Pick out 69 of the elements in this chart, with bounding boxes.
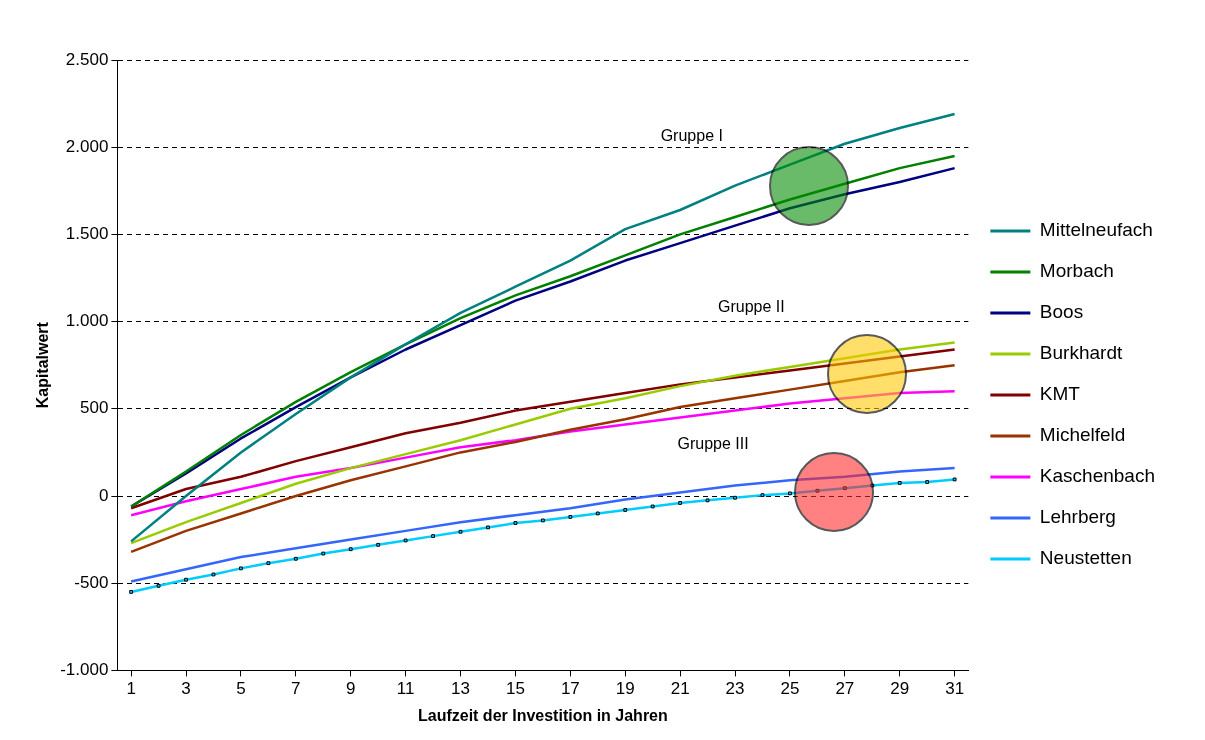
point <box>129 590 134 594</box>
x-tick-label: 17 <box>560 679 580 699</box>
x-tick-label: 29 <box>890 679 910 699</box>
legend-label: Neustetten <box>1039 547 1132 569</box>
point <box>568 515 573 519</box>
point <box>952 477 957 482</box>
y-axis-title: Kapitalwert <box>34 321 52 409</box>
x-tick-label: 11 <box>396 679 415 699</box>
y-tick-label: 2.500 <box>65 49 109 69</box>
legend-label: Morbach <box>1039 260 1114 282</box>
x-tick-label: 1 <box>126 679 136 699</box>
legend-label: Lehrberg <box>1039 506 1116 528</box>
point <box>266 561 271 566</box>
legend-label: Kaschenbach <box>1039 465 1156 487</box>
x-tick-label: 23 <box>725 679 745 699</box>
annotation: Gruppe II <box>718 297 785 315</box>
y-tick-label: 0 <box>98 485 109 505</box>
annotation: Gruppe I <box>660 126 723 144</box>
x-tick-label: 19 <box>615 679 635 699</box>
point <box>760 493 765 498</box>
point <box>650 504 655 509</box>
y-tick-label: 1.500 <box>65 224 109 244</box>
point <box>156 583 161 588</box>
legend-label: Michelfeld <box>1039 424 1126 446</box>
point <box>925 480 930 484</box>
y-tick-label: 500 <box>80 398 109 418</box>
point <box>293 556 298 561</box>
x-axis-title: Laufzeit der Investition in Jahren <box>417 706 668 724</box>
point <box>486 525 490 530</box>
point <box>733 495 737 500</box>
point <box>678 501 683 505</box>
point <box>348 547 353 552</box>
legend-label: Boos <box>1039 301 1084 323</box>
legend-label: KMT <box>1039 383 1081 405</box>
point <box>376 542 381 547</box>
point <box>431 534 435 539</box>
x-tick-label: 5 <box>236 679 246 699</box>
annotation: Gruppe III <box>677 434 749 452</box>
x-tick-label: 9 <box>345 679 356 699</box>
point <box>897 481 902 485</box>
point <box>842 486 847 491</box>
point <box>458 529 463 534</box>
point <box>403 538 408 543</box>
point <box>211 572 216 577</box>
point <box>513 521 518 525</box>
point <box>705 498 710 503</box>
point <box>870 483 875 488</box>
point <box>788 491 792 496</box>
x-tick-label: 21 <box>670 679 690 699</box>
legend-label: Burkhardt <box>1039 342 1123 364</box>
x-tick-label: 15 <box>505 679 525 699</box>
y-tick-label: -1.000 <box>60 660 109 680</box>
y-tick-label: 2.000 <box>65 136 109 156</box>
x-tick-label: 27 <box>835 679 855 699</box>
legend-label: Mittelneufach <box>1039 219 1153 241</box>
point <box>815 488 820 493</box>
point <box>321 551 326 556</box>
x-tick-label: 13 <box>451 679 470 699</box>
x-tick-label: 7 <box>291 679 301 699</box>
x-tick-label: 31 <box>945 679 965 699</box>
y-tick-label: -500 <box>74 572 109 592</box>
point <box>540 518 545 523</box>
point <box>239 566 243 571</box>
x-tick-label: 25 <box>780 679 800 699</box>
point <box>184 577 188 582</box>
point <box>595 511 600 516</box>
x-tick-label: 3 <box>181 679 191 699</box>
point <box>623 508 628 512</box>
y-tick-label: 1.000 <box>65 311 109 331</box>
